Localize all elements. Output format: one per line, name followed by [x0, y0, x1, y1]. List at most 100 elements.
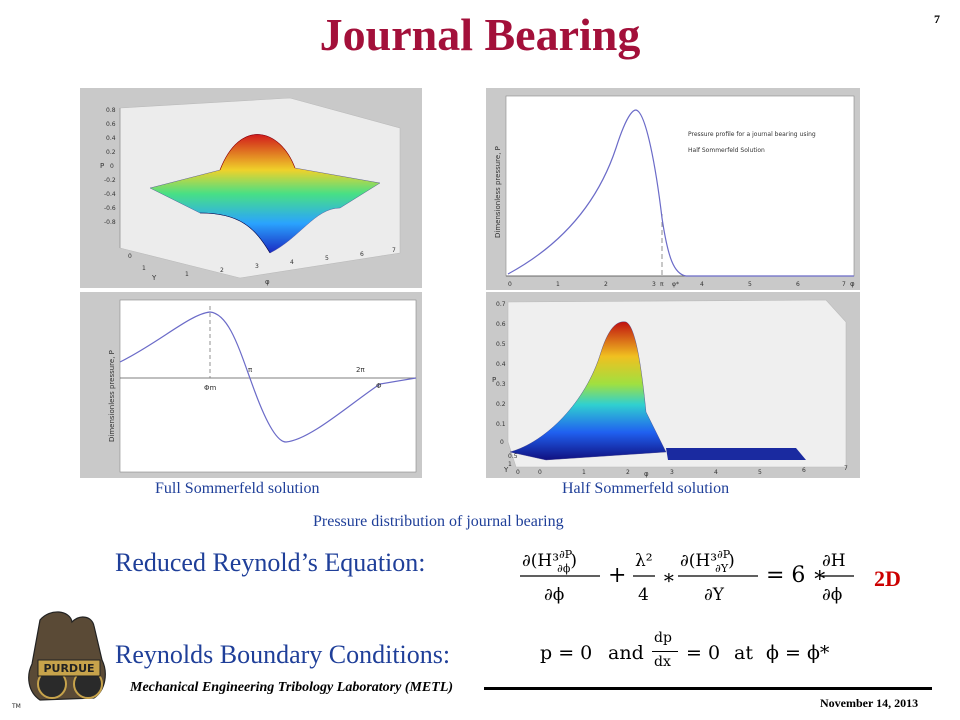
plot-full-2d-canvas: Dimensionless pressure, P Φm π 2π Φ	[108, 299, 417, 473]
ztick: 0.2	[106, 149, 116, 156]
footer-lab-name: Mechanical Engineering Tribology Laborat…	[130, 680, 454, 695]
caption-full: Full Sommerfeld solution	[155, 480, 320, 497]
ztick: 0.1	[496, 421, 506, 428]
xtick: 7	[842, 281, 846, 288]
plot-full-2d-phim: Φm	[204, 384, 217, 392]
plot-full-2d-curve	[119, 311, 417, 443]
ztick: 0	[500, 439, 504, 446]
caption-overall: Pressure distribution of journal bearing	[313, 513, 564, 530]
plot-full-2d-phi: Φ	[376, 382, 382, 390]
svg-text:4: 4	[638, 585, 649, 605]
purdue-logo: PURDUE TM	[10, 600, 122, 712]
xtick: 2	[604, 281, 608, 288]
svg-text:∂Y: ∂Y	[704, 585, 725, 605]
slide-number: 7	[934, 12, 940, 26]
plot-full-3d-ylabel2: Y	[151, 274, 157, 282]
plot-half-3d-canvas: P 0.7 0.6 0.5 0.4 0.3 0.2 0.1 0 0.5 1 0 …	[492, 299, 848, 478]
plot-half-2d-canvas: Dimensionless pressure, P Pressure profi…	[494, 95, 855, 288]
ztick: 0.6	[496, 321, 506, 328]
xtick: 2	[626, 469, 630, 476]
bc-dx: dx	[654, 654, 671, 670]
bc-and: and	[608, 642, 644, 664]
plot-half-3d-zticks: 0.7 0.6 0.5 0.4 0.3 0.2 0.1 0	[496, 301, 506, 446]
xtick: 2	[220, 267, 224, 274]
ztick: 0.6	[106, 121, 116, 128]
plot-half-2d-ylabel: Dimensionless pressure, P	[494, 146, 502, 238]
svg-text:∂ϕ: ∂ϕ	[822, 585, 842, 605]
plot-half-3d-surface	[509, 321, 667, 461]
plot-full-3d-ytick: 1	[142, 265, 146, 272]
bc-dp: dp	[654, 630, 672, 646]
ztick: -0.8	[104, 219, 116, 226]
svg-text:∗: ∗	[662, 565, 676, 589]
plot-full-3d-xlabel: φ	[265, 278, 270, 286]
svg-text:∂ϕ: ∂ϕ	[544, 585, 564, 605]
ztick: 0.5	[496, 341, 506, 348]
plot-half-2d-xlabel: φ	[850, 280, 855, 288]
xtick: 5	[325, 255, 329, 262]
plot-full-2d: Dimensionless pressure, P Φm π 2π Φ	[80, 292, 422, 478]
plot-half-2d-xticks: 0 1 2 3 π φ* 4 5 6 7	[508, 281, 846, 288]
plot-full-2d-ylabel: Dimensionless pressure, P	[108, 350, 116, 442]
xtick: 4	[714, 469, 718, 476]
xtick: 7	[844, 465, 848, 472]
plot-half-2d-legend-1: Pressure profile for a journal bearing u…	[688, 131, 816, 138]
boundary-conditions: p = 0 and dp dx = 0 at ϕ = ϕ*	[540, 626, 840, 680]
ztick: 0	[110, 163, 114, 170]
plot-half-2d-legend-2: Half Sommerfeld Solution	[688, 147, 765, 154]
boundary-conditions-label: Reynolds Boundary Conditions:	[115, 640, 451, 669]
footer-rule	[484, 687, 932, 690]
xtick: 0	[508, 281, 512, 288]
caption-half: Half Sommerfeld solution	[562, 480, 730, 497]
xtick: φ*	[672, 281, 679, 288]
ytick: 1	[508, 461, 512, 468]
plot-half-3d-yticks: 0.5 1 0	[508, 453, 520, 476]
slide-title: Journal Bearing	[319, 9, 641, 60]
plot-half-3d: P 0.7 0.6 0.5 0.4 0.3 0.2 0.1 0 0.5 1 0 …	[486, 292, 860, 478]
reduced-equation-formula: ∂(H³∂P ∂ϕ) ∂ϕ + λ² 4 ∗ ∂(H³∂P ∂Y) ∂Y = 6 ∗…	[520, 548, 854, 605]
footer-date: November 14, 2013	[820, 696, 919, 710]
plot-full-3d-xticks: 1 2 3 4 5 6 7	[185, 247, 396, 278]
svg-text:+: +	[608, 563, 626, 588]
ztick: -0.2	[104, 177, 116, 184]
plot-full-3d-ylabel: P	[100, 162, 104, 170]
xtick: 3	[652, 281, 656, 288]
ztick: 0.4	[496, 361, 506, 368]
xtick: 5	[748, 281, 752, 288]
bc-p-zero: p = 0	[540, 642, 593, 664]
xtick: 0	[538, 469, 542, 476]
ztick: 0.7	[496, 301, 506, 308]
plot-half-2d-frame	[505, 95, 855, 277]
xtick: 3	[255, 263, 259, 270]
xtick: 6	[360, 251, 364, 258]
ztick: 0.3	[496, 381, 506, 388]
svg-text:= 6 ∗: = 6 ∗	[766, 563, 827, 588]
ytick: 0.5	[508, 453, 518, 460]
svg-text:∂H: ∂H	[822, 551, 846, 571]
svg-text:λ²: λ²	[635, 551, 653, 571]
ztick: 0.2	[496, 401, 506, 408]
plot-full-3d: P 0.8 0.6 0.4 0.2 0 -0.2 -0.4 -0.6 -0.8 …	[80, 88, 422, 288]
plot-half-3d-flat	[666, 448, 806, 460]
ztick: -0.4	[104, 191, 116, 198]
svg-text:∂(H³∂P∂ϕ): ∂(H³∂P ∂ϕ)	[522, 548, 577, 575]
logo-text: PURDUE	[43, 662, 94, 675]
ytick: 0	[516, 469, 520, 476]
purdue-logo-graphic: PURDUE TM	[11, 611, 106, 710]
plot-half-3d-ylabel: P	[492, 376, 496, 384]
xtick: 1	[185, 271, 189, 278]
plot-half-3d-ylabel2: Y	[503, 466, 509, 474]
xtick: 6	[796, 281, 800, 288]
plot-full-2d-frame	[119, 299, 417, 473]
equation-tag-2d: 2D	[874, 566, 901, 591]
plot-full-2d-pi: π	[248, 366, 253, 374]
xtick: 3	[670, 469, 674, 476]
logo-banner	[37, 659, 101, 677]
xtick: 5	[758, 469, 762, 476]
plot-full-3d-ridge	[219, 134, 296, 171]
reduced-equation: ∂(H³∂P ∂ϕ) ∂ϕ + λ² 4 ∗ ∂(H³∂P ∂Y) ∂Y = 6 ∗…	[516, 538, 858, 610]
reduced-equation-label: Reduced Reynold’s Equation:	[115, 548, 426, 577]
plot-half-2d-curve	[507, 109, 854, 277]
xtick: 7	[392, 247, 396, 254]
plot-half-2d: Dimensionless pressure, P Pressure profi…	[486, 88, 860, 290]
